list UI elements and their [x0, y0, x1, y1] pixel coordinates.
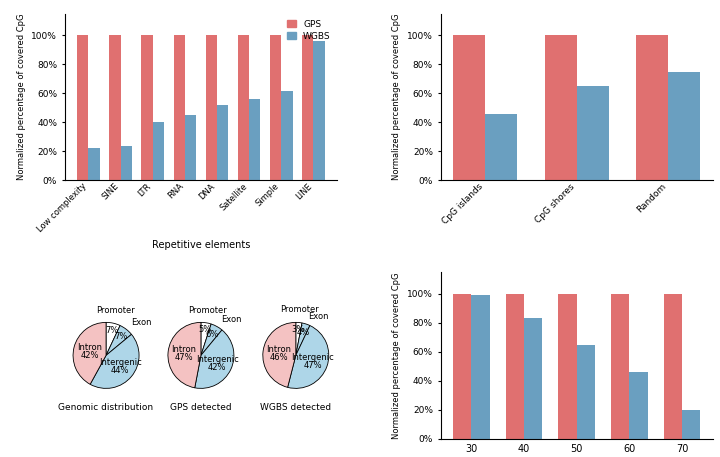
Bar	[174, 36, 185, 181]
Text: 44%: 44%	[111, 367, 130, 375]
Bar	[141, 36, 153, 181]
Text: 42%: 42%	[208, 362, 227, 372]
Bar	[577, 86, 608, 181]
Text: 6%: 6%	[206, 330, 219, 339]
Text: Exon: Exon	[221, 315, 241, 324]
Text: 7%: 7%	[114, 332, 127, 341]
Bar	[611, 294, 629, 439]
Bar	[544, 36, 577, 181]
Wedge shape	[201, 322, 211, 356]
Wedge shape	[73, 322, 106, 384]
Bar	[302, 36, 313, 181]
Bar	[89, 149, 99, 181]
Bar	[206, 36, 217, 181]
Text: Promoter: Promoter	[280, 305, 319, 314]
Text: 3%: 3%	[292, 325, 305, 334]
Bar	[270, 36, 282, 181]
Bar	[120, 146, 132, 181]
Text: Intron: Intron	[171, 345, 197, 354]
Text: 47%: 47%	[304, 361, 323, 370]
Bar	[238, 36, 249, 181]
Bar	[313, 41, 325, 181]
Text: Intron: Intron	[77, 343, 102, 351]
Title: GPS detected: GPS detected	[170, 403, 232, 412]
Bar	[185, 115, 196, 181]
Wedge shape	[287, 325, 329, 388]
Wedge shape	[106, 325, 132, 356]
Y-axis label: Normalized percentage of covered CpG: Normalized percentage of covered CpG	[17, 14, 26, 181]
Bar	[524, 319, 542, 439]
Legend: GPS, WGBS: GPS, WGBS	[285, 18, 333, 43]
Y-axis label: Normalized percentage of covered CpG: Normalized percentage of covered CpG	[392, 272, 402, 439]
Text: 42%: 42%	[80, 351, 99, 360]
Bar	[472, 295, 490, 439]
Wedge shape	[201, 324, 222, 356]
Text: 47%: 47%	[174, 353, 193, 362]
Bar	[505, 294, 524, 439]
Text: Promoter: Promoter	[188, 306, 227, 314]
Text: 7%: 7%	[105, 326, 118, 335]
Bar	[558, 294, 577, 439]
Text: 5%: 5%	[198, 325, 212, 335]
Bar	[249, 99, 261, 181]
Text: Intergenic: Intergenic	[292, 353, 334, 362]
Bar	[636, 36, 668, 181]
Y-axis label: Normalized percentage of covered CpG: Normalized percentage of covered CpG	[392, 14, 402, 181]
Text: Intergenic: Intergenic	[99, 358, 141, 367]
Text: Exon: Exon	[131, 318, 152, 327]
Bar	[217, 105, 228, 181]
Wedge shape	[90, 335, 139, 388]
Text: Exon: Exon	[309, 312, 329, 321]
Wedge shape	[168, 322, 201, 388]
Wedge shape	[263, 322, 296, 388]
Text: Promoter: Promoter	[96, 306, 135, 315]
Bar	[153, 122, 164, 181]
Wedge shape	[296, 322, 302, 356]
Bar	[629, 372, 648, 439]
Text: Intergenic: Intergenic	[196, 355, 239, 364]
Bar	[664, 294, 682, 439]
Text: 4%: 4%	[297, 328, 310, 337]
Text: Intron: Intron	[266, 345, 292, 354]
Text: 46%: 46%	[269, 353, 288, 361]
Bar	[77, 36, 89, 181]
Title: Genomic distribution: Genomic distribution	[58, 403, 153, 412]
Wedge shape	[106, 322, 120, 356]
Wedge shape	[194, 330, 234, 388]
Bar	[577, 345, 595, 439]
Bar	[668, 72, 701, 181]
X-axis label: Repetitive elements: Repetitive elements	[152, 240, 250, 250]
Bar	[282, 90, 292, 181]
Bar	[453, 36, 485, 181]
Bar	[453, 294, 472, 439]
Bar	[682, 410, 701, 439]
Bar	[485, 114, 517, 181]
Wedge shape	[296, 323, 310, 356]
Title: WGBS detected: WGBS detected	[260, 403, 331, 412]
Bar	[109, 36, 120, 181]
